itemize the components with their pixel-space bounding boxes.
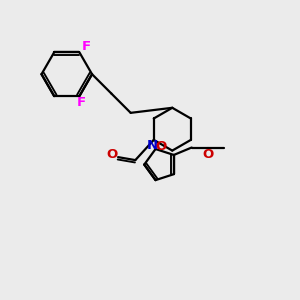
Text: O: O [155, 140, 167, 152]
Text: O: O [202, 148, 214, 160]
Text: F: F [76, 96, 86, 109]
Text: F: F [81, 40, 91, 53]
Text: O: O [106, 148, 118, 161]
Text: N: N [147, 139, 158, 152]
